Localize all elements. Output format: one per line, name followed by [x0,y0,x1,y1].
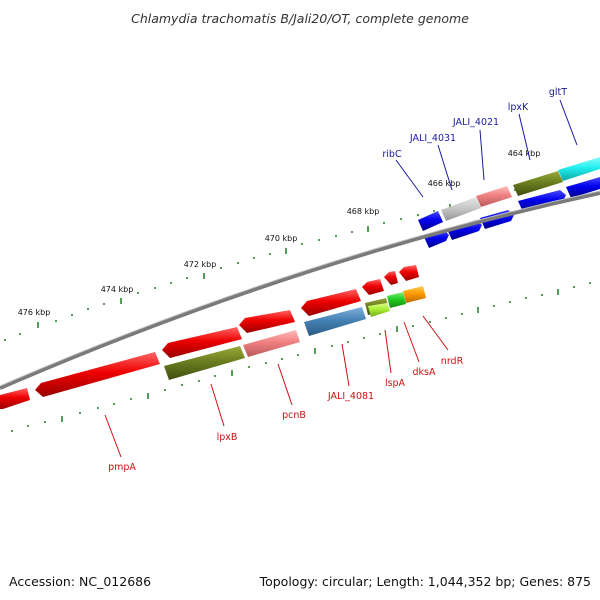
gene-label[interactable]: JALI_4081 [327,391,374,402]
gene-label[interactable]: lspA [385,378,406,389]
gene-feature[interactable] [243,330,300,357]
gene-feature[interactable] [418,211,443,231]
gene-label[interactable]: gltT [549,87,567,98]
gene-feature[interactable] [513,171,563,196]
scale-label: 466 kbp [428,179,461,188]
gene-feature[interactable] [362,279,384,295]
gene-feature[interactable] [441,197,481,221]
gene-feature[interactable] [368,303,390,317]
gene-feature[interactable] [558,157,600,181]
forward-strand-genes [418,157,600,231]
outer-tick-ring [4,174,578,341]
inner-tick-ring [11,282,591,432]
gene-feature[interactable] [476,186,512,207]
scale-labels: 464 kbp 466 kbp 468 kbp 470 kbp 472 kbp … [18,149,541,317]
gene-feature[interactable] [162,327,242,358]
accession-text: Accession: NC_012686 [9,574,151,589]
gene-label[interactable]: lpxK [508,102,529,113]
gene-label[interactable]: ribC [382,149,402,160]
gene-feature[interactable] [566,177,600,198]
scale-label: 472 kbp [184,260,217,269]
forward-gene-labels: ribC JALI_4031 JALI_4021 lpxK gltT [382,87,578,198]
gene-label[interactable]: JALI_4021 [452,117,499,128]
gene-feature[interactable] [164,346,245,380]
gene-label[interactable]: nrdR [441,356,464,367]
reverse-strand-genes [0,265,419,409]
map-title: Chlamydia trachomatis B/Jali20/OT, compl… [131,11,469,26]
gene-feature[interactable] [384,271,398,285]
gene-label[interactable]: pcnB [282,410,306,421]
gene-feature[interactable] [399,265,419,281]
gene-feature[interactable] [301,289,361,316]
gene-label[interactable]: dksA [413,367,436,378]
gene-feature[interactable] [424,230,449,248]
gene-label[interactable]: JALI_4031 [409,133,456,144]
scale-label: 468 kbp [347,207,380,216]
reverse-gene-labels: pmpA lpxB pcnB JALI_4081 lspA dksA nrdR [104,315,464,473]
gene-feature[interactable] [239,310,295,333]
gene-feature[interactable] [35,352,160,397]
reverse-strand-genes-row2 [164,286,426,380]
scale-label: 470 kbp [265,234,298,243]
scale-label: 464 kbp [508,149,541,158]
gene-label[interactable]: lpxB [217,432,238,443]
topology-text: Topology: circular; Length: 1,044,352 bp… [259,574,591,589]
gene-feature[interactable] [518,190,566,212]
genome-backbone [0,191,600,390]
scale-label: 476 kbp [18,308,51,317]
gene-feature[interactable] [387,292,406,308]
gene-feature[interactable] [304,307,366,336]
gene-feature[interactable] [0,388,30,409]
gene-label[interactable]: pmpA [108,462,136,473]
gene-feature[interactable] [403,286,426,303]
scale-label: 474 kbp [101,285,134,294]
